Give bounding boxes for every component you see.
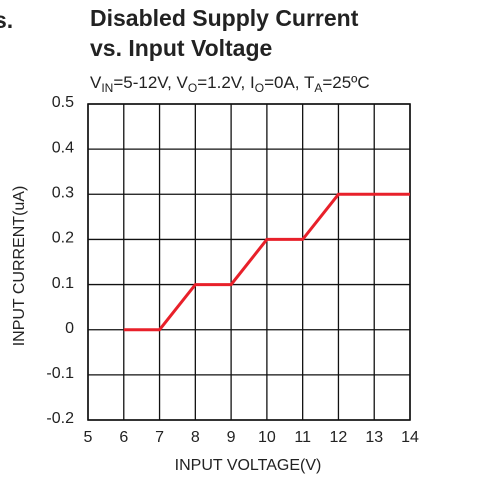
y-tick-label: 0.1: [52, 275, 74, 292]
x-tick-label: 7: [155, 429, 164, 446]
y-tick-label: 0.4: [52, 139, 74, 156]
subscript: A: [314, 81, 322, 95]
x-tick-label: 6: [119, 429, 128, 446]
y-axis-label: INPUT CURRENT(uA): [11, 186, 28, 347]
chart-title: vs. Input Voltage: [90, 35, 272, 61]
subtitle-text: V: [90, 73, 102, 92]
x-tick-label: 13: [365, 429, 383, 446]
x-tick-label: 10: [258, 429, 276, 446]
x-axis-label: INPUT VOLTAGE(V): [175, 457, 322, 474]
fragment: s.: [0, 7, 13, 33]
x-tick-label: 14: [401, 429, 419, 446]
y-tick-label: 0.5: [52, 94, 74, 111]
x-tick-label: 8: [191, 429, 200, 446]
subscript: O: [188, 81, 197, 95]
plot-frame: [87, 103, 411, 421]
x-tick-label: 12: [330, 429, 348, 446]
subtitle-text: =1.2V, I: [197, 73, 255, 92]
subtitle-text: =25ºC: [322, 73, 369, 92]
chart-title: Disabled Supply Current: [90, 5, 359, 31]
subscript: O: [255, 81, 264, 95]
data-line: [123, 192, 410, 332]
y-tick-label: 0: [65, 320, 74, 337]
y-tick-label: -0.2: [46, 410, 74, 427]
x-tick-label: 9: [227, 429, 236, 446]
subtitle-text: =0A, T: [264, 73, 314, 92]
y-tick-label: 0.2: [52, 230, 74, 247]
y-tick-label: -0.1: [46, 365, 74, 382]
chart-subtitle: VIN=5-12V, VO=1.2V, IO=0A, TA=25ºC: [90, 73, 370, 95]
subtitle-text: =5-12V, V: [113, 73, 188, 92]
y-tick-label: 0.3: [52, 185, 74, 202]
x-tick-label: 5: [84, 429, 93, 446]
subscript: IN: [101, 81, 113, 95]
x-tick-label: 11: [294, 429, 311, 446]
